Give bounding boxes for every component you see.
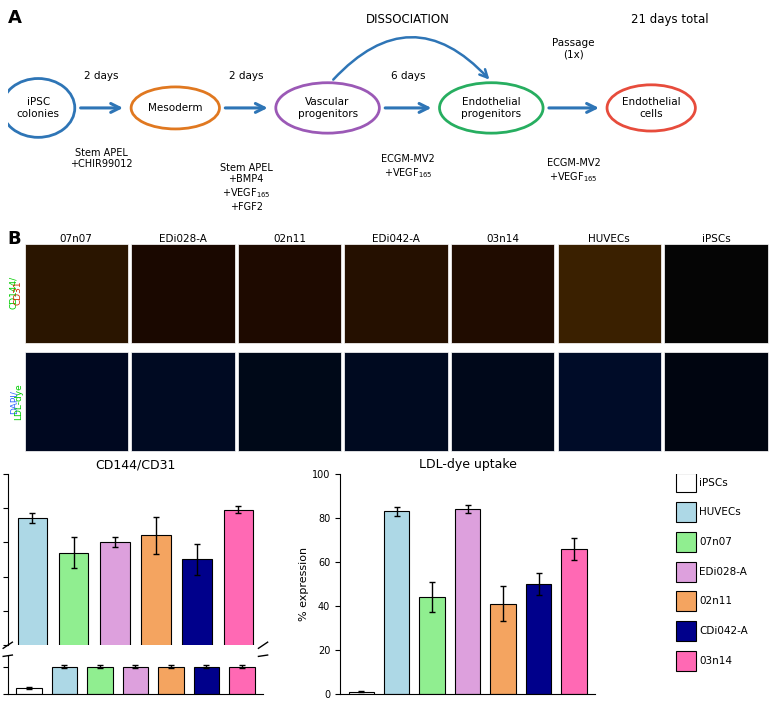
Text: iPSC
colonies: iPSC colonies xyxy=(17,97,60,119)
Text: Endothelial
cells: Endothelial cells xyxy=(622,97,681,119)
Bar xyxy=(141,535,171,708)
Text: CD31: CD31 xyxy=(14,280,23,305)
Text: HUVECs: HUVECs xyxy=(699,507,741,518)
Bar xyxy=(18,518,47,708)
Bar xyxy=(676,473,695,493)
Bar xyxy=(558,244,661,343)
Bar xyxy=(451,353,555,451)
Text: 02n11: 02n11 xyxy=(699,596,733,606)
Title: LDL-dye uptake: LDL-dye uptake xyxy=(419,458,517,471)
Bar xyxy=(455,509,480,694)
Bar xyxy=(238,244,341,343)
Text: Stem APEL
+CHIR99012: Stem APEL +CHIR99012 xyxy=(70,148,133,169)
Bar xyxy=(420,597,445,694)
Y-axis label: % expression: % expression xyxy=(299,547,309,621)
Bar xyxy=(158,667,183,694)
Text: EDi028-A: EDi028-A xyxy=(159,234,207,244)
Text: Stem APEL
+BMP4
+VEGF$_{165}$
+FGF2: Stem APEL +BMP4 +VEGF$_{165}$ +FGF2 xyxy=(220,163,273,212)
Bar xyxy=(344,244,448,343)
Bar xyxy=(59,553,89,708)
Title: CD144/CD31: CD144/CD31 xyxy=(96,458,176,471)
Text: DISSOCIATION: DISSOCIATION xyxy=(367,13,450,26)
Text: EDi042-A: EDi042-A xyxy=(372,234,420,244)
Text: CDi042-A: CDi042-A xyxy=(699,626,748,636)
Text: A: A xyxy=(8,9,22,27)
Text: iPSCs: iPSCs xyxy=(699,477,728,488)
Text: DAPI/: DAPI/ xyxy=(9,390,19,413)
Text: 6 days: 6 days xyxy=(391,71,426,81)
Text: Mesoderm: Mesoderm xyxy=(148,103,203,113)
Text: Vascular
progenitors: Vascular progenitors xyxy=(298,97,357,119)
Text: ECGM-MV2
+VEGF$_{165}$: ECGM-MV2 +VEGF$_{165}$ xyxy=(547,159,601,184)
Text: 02n11: 02n11 xyxy=(273,234,306,244)
Text: 03n14: 03n14 xyxy=(699,656,733,666)
Text: iPSCs: iPSCs xyxy=(702,234,730,244)
Bar xyxy=(676,651,695,670)
Bar xyxy=(526,584,552,694)
Bar xyxy=(123,667,148,694)
Text: 21 days total: 21 days total xyxy=(632,13,709,26)
Bar xyxy=(558,353,661,451)
Bar xyxy=(224,510,253,708)
Bar xyxy=(676,591,695,611)
Bar xyxy=(52,667,77,694)
Bar xyxy=(384,511,409,694)
Bar xyxy=(561,549,587,694)
Bar xyxy=(676,621,695,641)
Bar xyxy=(676,532,695,552)
Bar xyxy=(100,542,130,708)
Text: 2 days: 2 days xyxy=(84,71,119,81)
Bar xyxy=(25,353,128,451)
Text: 03n14: 03n14 xyxy=(486,234,519,244)
Bar xyxy=(131,244,235,343)
Bar xyxy=(344,353,448,451)
Bar xyxy=(676,561,695,581)
Text: LDL-dye: LDL-dye xyxy=(14,384,23,421)
Text: Endothelial
progenitors: Endothelial progenitors xyxy=(462,97,521,119)
Text: ECGM-MV2
+VEGF$_{165}$: ECGM-MV2 +VEGF$_{165}$ xyxy=(382,154,435,180)
Bar xyxy=(664,353,768,451)
Bar xyxy=(16,688,42,694)
Bar xyxy=(193,667,219,694)
Bar xyxy=(238,353,341,451)
Bar xyxy=(131,353,235,451)
Bar xyxy=(229,667,255,694)
Bar xyxy=(664,244,768,343)
Bar xyxy=(451,244,555,343)
Text: EDi028-A: EDi028-A xyxy=(699,566,747,577)
Bar xyxy=(349,692,374,694)
Bar xyxy=(25,244,128,343)
Text: HUVECs: HUVECs xyxy=(588,234,630,244)
FancyArrowPatch shape xyxy=(333,38,487,79)
Text: CD144/: CD144/ xyxy=(9,276,19,309)
Bar xyxy=(183,559,212,708)
Bar xyxy=(87,667,113,694)
Text: B: B xyxy=(8,230,22,249)
Text: Passage
(1x): Passage (1x) xyxy=(552,38,594,59)
Bar xyxy=(490,604,516,694)
Bar xyxy=(676,503,695,523)
Text: 07n07: 07n07 xyxy=(60,234,92,244)
Text: 07n07: 07n07 xyxy=(699,537,732,547)
Text: 2 days: 2 days xyxy=(229,71,263,81)
